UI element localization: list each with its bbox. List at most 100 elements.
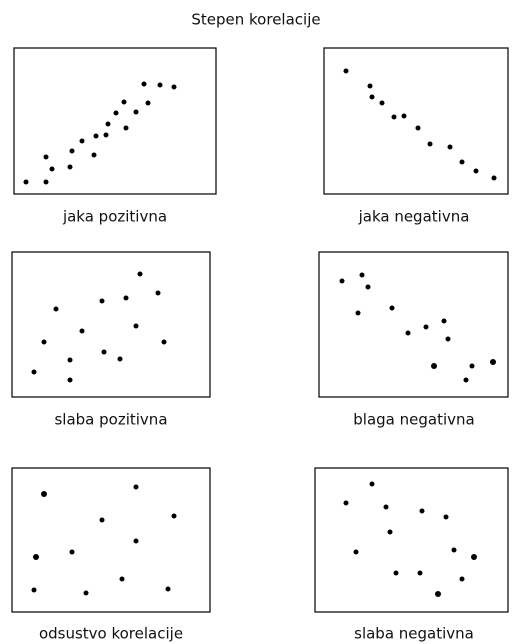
dot bbox=[171, 513, 177, 519]
dot bbox=[53, 306, 59, 312]
dot bbox=[33, 554, 39, 560]
dot bbox=[365, 284, 371, 290]
dot bbox=[31, 587, 37, 593]
dot bbox=[343, 68, 349, 74]
dot bbox=[435, 591, 441, 597]
dot bbox=[369, 481, 375, 487]
dot bbox=[415, 125, 421, 131]
dot bbox=[353, 549, 359, 555]
panel-frame bbox=[11, 251, 211, 398]
dot bbox=[49, 166, 55, 172]
dot bbox=[67, 377, 73, 383]
panel-frame bbox=[323, 47, 509, 195]
dot bbox=[31, 369, 37, 375]
dot bbox=[459, 576, 465, 582]
dot bbox=[383, 504, 389, 510]
dot bbox=[79, 138, 85, 144]
dot bbox=[473, 168, 479, 174]
dot bbox=[133, 484, 139, 490]
panel-frame bbox=[314, 467, 509, 613]
dot bbox=[133, 109, 139, 115]
dot bbox=[393, 570, 399, 576]
dot bbox=[417, 570, 423, 576]
dot bbox=[69, 549, 75, 555]
dot bbox=[471, 554, 477, 560]
panel-frame bbox=[13, 47, 217, 195]
dot bbox=[113, 110, 119, 116]
dot bbox=[157, 82, 163, 88]
dot bbox=[343, 500, 349, 506]
panel-frame bbox=[11, 467, 211, 613]
panel: slaba pozitivna bbox=[11, 251, 211, 429]
dot bbox=[23, 179, 29, 185]
panel-label: slaba negativna bbox=[354, 625, 474, 643]
dot bbox=[171, 84, 177, 90]
dot bbox=[423, 324, 429, 330]
dot bbox=[405, 330, 411, 336]
panel-label: jaka pozitivna bbox=[62, 208, 167, 226]
dot bbox=[490, 359, 496, 365]
dots bbox=[31, 484, 177, 596]
dot bbox=[99, 298, 105, 304]
dot bbox=[41, 491, 47, 497]
dot bbox=[155, 290, 161, 296]
dot bbox=[79, 328, 85, 334]
dot bbox=[103, 132, 109, 138]
dot bbox=[69, 148, 75, 154]
dot bbox=[447, 144, 453, 150]
dot bbox=[123, 125, 129, 131]
panel-label: slaba pozitivna bbox=[54, 411, 167, 429]
dots bbox=[31, 271, 167, 383]
dot bbox=[389, 305, 395, 311]
panel-frame bbox=[318, 251, 509, 398]
dot bbox=[387, 529, 393, 535]
dot bbox=[427, 141, 433, 147]
dot bbox=[443, 514, 449, 520]
dot bbox=[419, 508, 425, 514]
dot bbox=[379, 100, 385, 106]
panel-label: odsustvo korelacije bbox=[39, 625, 183, 643]
dot bbox=[369, 94, 375, 100]
dot bbox=[67, 357, 73, 363]
dot bbox=[359, 272, 365, 278]
dot bbox=[99, 517, 105, 523]
dot bbox=[165, 586, 171, 592]
panel-label: blaga negativna bbox=[353, 411, 474, 429]
panel: jaka pozitivna bbox=[13, 47, 217, 226]
dot bbox=[43, 179, 49, 185]
dot bbox=[445, 336, 451, 342]
dot bbox=[83, 590, 89, 596]
dot bbox=[161, 339, 167, 345]
dots bbox=[343, 68, 497, 181]
panel-label: jaka negativna bbox=[358, 208, 470, 226]
panel: blaga negativna bbox=[318, 251, 509, 429]
dots bbox=[339, 272, 496, 383]
dot bbox=[67, 164, 73, 170]
dots bbox=[343, 481, 477, 597]
dot bbox=[121, 99, 127, 105]
dot bbox=[367, 83, 373, 89]
dot bbox=[401, 113, 407, 119]
dot bbox=[145, 100, 151, 106]
dot bbox=[469, 363, 475, 369]
dot bbox=[91, 152, 97, 158]
title: Stepen korelacije bbox=[191, 11, 320, 29]
dot bbox=[101, 349, 107, 355]
dot bbox=[137, 271, 143, 277]
dot bbox=[459, 159, 465, 165]
dot bbox=[355, 310, 361, 316]
dot bbox=[463, 377, 469, 383]
panel: odsustvo korelacije bbox=[11, 467, 211, 643]
panel: jaka negativna bbox=[323, 47, 509, 226]
dot bbox=[339, 278, 345, 284]
dot bbox=[491, 175, 497, 181]
dot bbox=[123, 295, 129, 301]
dot bbox=[43, 154, 49, 160]
dot bbox=[105, 121, 111, 127]
dots bbox=[23, 81, 177, 185]
dot bbox=[431, 363, 437, 369]
dot bbox=[451, 547, 457, 553]
dot bbox=[133, 323, 139, 329]
dot bbox=[133, 538, 139, 544]
